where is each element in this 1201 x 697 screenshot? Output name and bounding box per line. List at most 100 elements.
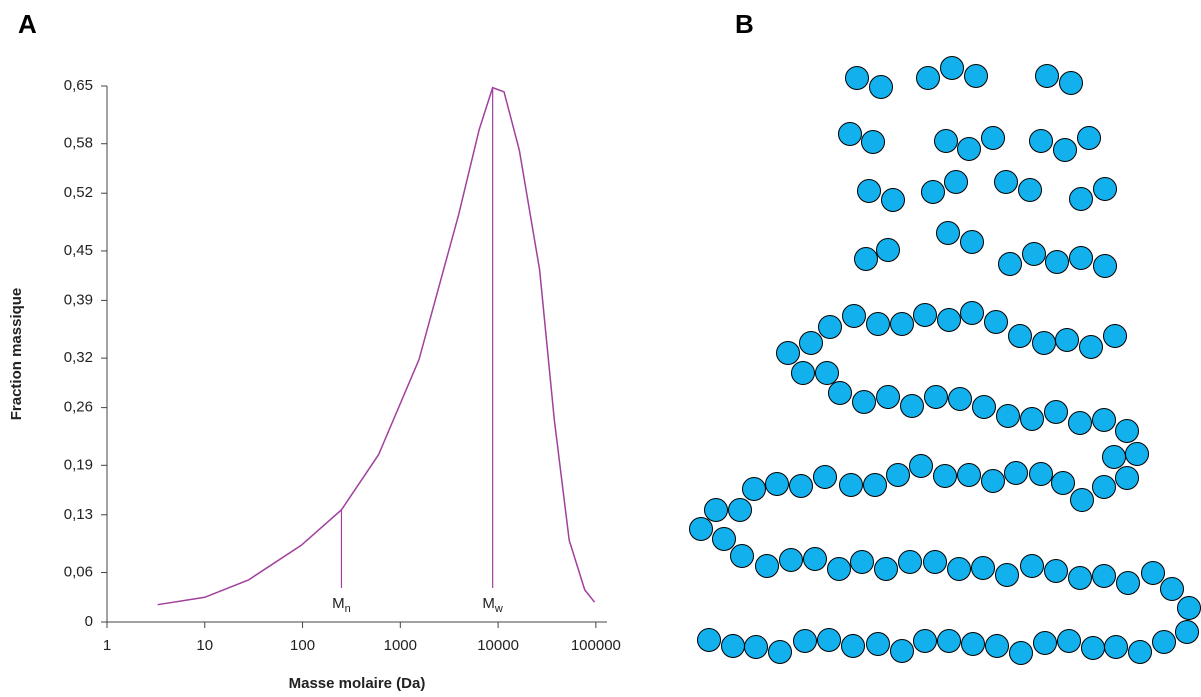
monomer	[1055, 328, 1079, 352]
x-tick-label: 10000	[477, 637, 519, 654]
panel-label: B	[735, 9, 754, 39]
monomer	[886, 463, 910, 487]
monomer	[1070, 488, 1094, 512]
monomer	[921, 180, 945, 204]
monomer	[1069, 246, 1093, 270]
monomer	[933, 464, 957, 488]
monomer	[994, 170, 1018, 194]
monomer	[1032, 331, 1056, 355]
monomer	[1125, 442, 1149, 466]
monomer	[1044, 559, 1068, 583]
monomer	[1077, 126, 1101, 150]
monomer	[900, 394, 924, 418]
monomer	[803, 547, 827, 571]
monomer	[1102, 445, 1126, 469]
monomer	[947, 557, 971, 581]
y-tick-label: 0,45	[64, 242, 93, 259]
monomer	[697, 628, 721, 652]
monomer	[1092, 408, 1116, 432]
monomer	[1092, 564, 1116, 588]
monomer	[1115, 466, 1139, 490]
monomer	[913, 629, 937, 653]
monomer	[1020, 554, 1044, 578]
monomer	[861, 130, 885, 154]
monomer	[793, 629, 817, 653]
monomer	[1141, 561, 1165, 585]
monomer	[1045, 250, 1069, 274]
monomer	[1059, 71, 1083, 95]
monomer	[789, 474, 813, 498]
monomer	[957, 137, 981, 161]
monomer	[1160, 577, 1184, 601]
monomer	[876, 238, 900, 262]
monomer	[971, 556, 995, 580]
monomer	[934, 129, 958, 153]
monomer	[1029, 129, 1053, 153]
monomer	[866, 312, 890, 336]
x-tick-label: 100000	[571, 637, 621, 654]
panel-label: A	[18, 9, 37, 39]
x-tick-label: 100	[290, 637, 315, 654]
monomer	[1092, 475, 1116, 499]
monomer	[1018, 178, 1042, 202]
y-tick-label: 0,52	[64, 184, 93, 201]
monomer	[996, 404, 1020, 428]
x-tick-label: 1000	[384, 637, 417, 654]
monomer	[712, 527, 736, 551]
monomer	[890, 639, 914, 663]
monomer	[721, 634, 745, 658]
monomer	[779, 548, 803, 572]
y-tick-label: 0,26	[64, 399, 93, 416]
y-tick-label: 0	[85, 613, 93, 630]
y-tick-label: 0,32	[64, 349, 93, 366]
monomer	[730, 544, 754, 568]
monomer	[841, 634, 865, 658]
molecule-diagram	[689, 56, 1201, 665]
monomer	[768, 640, 792, 664]
monomer	[799, 331, 823, 355]
monomer	[1020, 407, 1044, 431]
monomer	[998, 252, 1022, 276]
monomer	[1068, 566, 1092, 590]
monomer	[1051, 471, 1075, 495]
monomer	[863, 473, 887, 497]
monomer	[1044, 400, 1068, 424]
monomer	[957, 463, 981, 487]
annotation-main: M	[482, 595, 495, 612]
monomer	[923, 550, 947, 574]
x-tick-label: 1	[103, 637, 111, 654]
monomer	[960, 301, 984, 325]
monomer	[845, 66, 869, 90]
monomer	[1068, 411, 1092, 435]
monomer	[1177, 596, 1201, 620]
monomer	[1115, 419, 1139, 443]
monomer	[1035, 64, 1059, 88]
monomer	[940, 56, 964, 80]
y-tick-label: 0,58	[64, 135, 93, 152]
monomer	[1128, 640, 1152, 664]
y-tick-label: 0,13	[64, 506, 93, 523]
monomer	[936, 221, 960, 245]
y-tick-label: 0,06	[64, 563, 93, 580]
monomer	[857, 179, 881, 203]
monomer	[827, 557, 851, 581]
monomer	[984, 310, 1008, 334]
monomer	[854, 247, 878, 271]
monomer	[1093, 254, 1117, 278]
monomer	[1069, 187, 1093, 211]
x-axis-title: Masse molaire (Da)	[289, 675, 426, 692]
y-tick-label: 0,19	[64, 456, 93, 473]
monomer	[1152, 630, 1176, 654]
monomer	[815, 361, 839, 385]
monomer	[981, 469, 1005, 493]
monomer	[1079, 335, 1103, 359]
y-tick-label: 0,65	[64, 77, 93, 94]
monomer	[813, 465, 837, 489]
monomer	[776, 341, 800, 365]
annotation-label: Mw	[482, 595, 503, 615]
monomer	[948, 387, 972, 411]
monomer	[909, 454, 933, 478]
monomer	[1103, 324, 1127, 348]
monomer	[1033, 631, 1057, 655]
